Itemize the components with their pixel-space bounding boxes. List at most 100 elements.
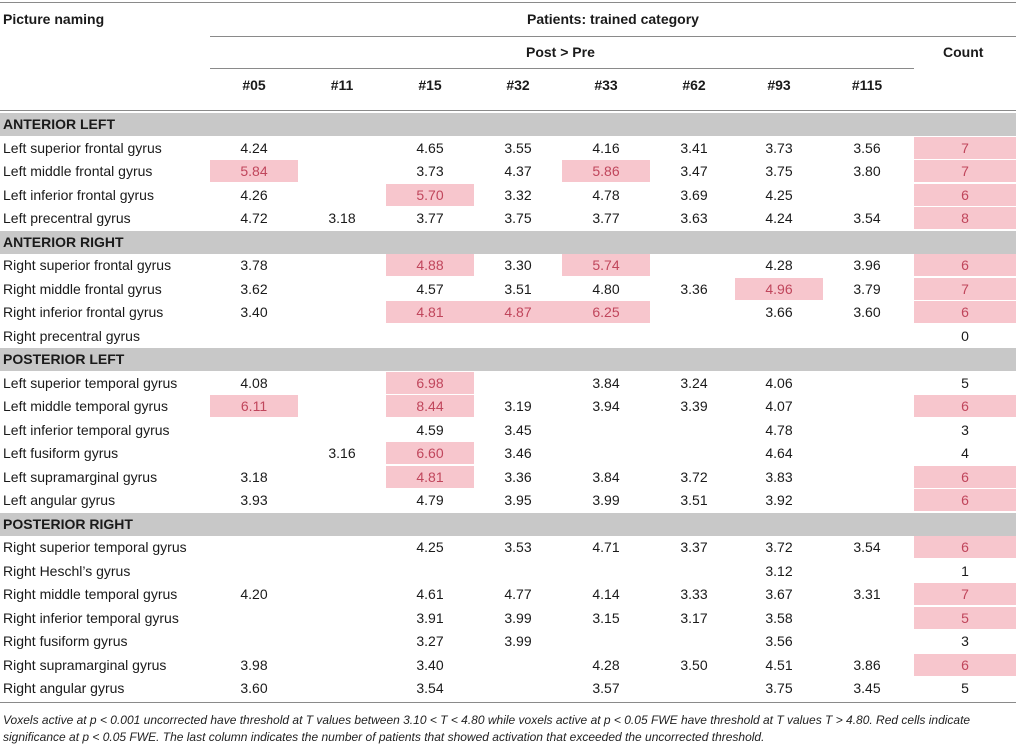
- corner-header: Picture naming: [3, 11, 105, 27]
- value-cell: 4.71: [592, 539, 620, 555]
- value-cell: 4.37: [504, 163, 532, 179]
- count-cell: 5: [961, 680, 969, 696]
- value-cell: 3.99: [504, 609, 532, 626]
- footnote: Voxels active at p < 0.001 uncorrected h…: [3, 713, 971, 744]
- region-label: Right fusiform gyrus: [3, 633, 128, 649]
- region-label: Right middle frontal gyrus: [3, 280, 162, 297]
- value-cell: 4.20: [240, 586, 268, 602]
- value-cell: [562, 325, 650, 347]
- value-cell: 5.84: [210, 160, 298, 182]
- value-cell: 3.36: [504, 468, 532, 485]
- value-cell: 4.81: [386, 465, 474, 488]
- value-cell: [210, 607, 298, 629]
- value-cell: [823, 395, 911, 417]
- value-cell: 3.72: [680, 468, 708, 485]
- value-cell: 3.18: [240, 468, 268, 485]
- value-cell: [298, 583, 386, 605]
- value-cell: 3.83: [765, 468, 793, 485]
- region-label: Left angular gyrus: [3, 492, 116, 508]
- value-cell: [474, 560, 562, 582]
- value-cell: 3.54: [416, 680, 444, 696]
- value-cell: [298, 654, 386, 676]
- subgroup-rule: [210, 68, 914, 69]
- region-label: Left fusiform gyrus: [3, 445, 119, 461]
- value-cell: 3.66: [765, 304, 793, 320]
- group-header: Patients: trained category: [527, 11, 699, 27]
- count-cell: 6: [914, 395, 1016, 417]
- table-row: Left superior frontal gyrus 4.24 4.65 3.55 4…: [0, 136, 1016, 160]
- value-cell: [298, 372, 386, 394]
- value-cell: [650, 301, 738, 323]
- table-row: Left inferior frontal gyrus 4.26 5.70 3.32 4…: [0, 183, 1016, 207]
- count-cell: 8: [914, 207, 1016, 229]
- value-cell: 3.41: [680, 139, 708, 156]
- value-cell: [650, 254, 738, 276]
- count-cell: 3: [961, 633, 969, 649]
- region-label: Left superior temporal gyrus: [3, 374, 178, 391]
- value-cell: 5.86: [562, 160, 650, 182]
- region-label: Left precentral gyrus: [3, 210, 131, 226]
- value-cell: 3.56: [765, 633, 793, 649]
- table-row: Right superior frontal gyrus 3.78 4.88 3.30…: [0, 254, 1016, 277]
- count-cell: 7: [914, 583, 1016, 605]
- value-cell: [298, 677, 386, 699]
- count-cell: 1: [961, 562, 969, 579]
- value-cell: 3.92: [765, 492, 793, 508]
- value-cell: 3.37: [680, 539, 708, 555]
- table-row: Right fusiform gyrus 3.27 3.99 3.56 3: [0, 630, 1016, 653]
- value-cell: [650, 560, 738, 582]
- value-cell: [474, 654, 562, 676]
- value-cell: 3.67: [765, 586, 793, 602]
- value-cell: 3.57: [592, 680, 620, 696]
- value-cell: 3.73: [416, 163, 444, 179]
- count-cell: 6: [914, 653, 1016, 676]
- count-cell: 4: [961, 445, 969, 461]
- value-cell: [298, 560, 386, 582]
- value-cell: [562, 442, 650, 464]
- value-cell: 3.54: [853, 210, 881, 226]
- value-cell: 3.18: [328, 210, 356, 226]
- count-header: Count: [943, 44, 984, 60]
- patient-header: #33: [594, 77, 618, 93]
- patient-header: #115: [851, 77, 883, 93]
- section-title: POSTERIOR RIGHT: [3, 515, 133, 532]
- value-cell: [823, 560, 911, 582]
- value-cell: [650, 419, 738, 441]
- value-cell: 4.88: [386, 254, 474, 276]
- value-cell: [386, 560, 474, 582]
- value-cell: [823, 489, 911, 511]
- value-cell: 4.28: [765, 257, 793, 273]
- region-label: Right supramarginal gyrus: [3, 656, 167, 673]
- count-cell: 6: [914, 536, 1016, 558]
- value-cell: [298, 607, 386, 629]
- count-cell: 5: [961, 374, 969, 391]
- value-cell: 3.19: [504, 398, 532, 414]
- table-row: Left fusiform gyrus 3.16 6.60 3.46 4.64 4: [0, 442, 1016, 465]
- patient-header: #15: [418, 77, 442, 93]
- value-cell: [210, 442, 298, 464]
- value-cell: 3.95: [504, 492, 532, 508]
- value-cell: 3.17: [680, 609, 708, 626]
- value-cell: 3.33: [680, 586, 708, 602]
- value-cell: [474, 372, 562, 394]
- value-cell: [823, 184, 911, 206]
- value-cell: [298, 419, 386, 441]
- region-label: Right inferior frontal gyrus: [3, 304, 164, 320]
- table-row: Right inferior temporal gyrus 3.91 3.99 3.1…: [0, 606, 1016, 630]
- value-cell: 3.36: [680, 280, 708, 297]
- value-cell: 3.60: [240, 680, 268, 696]
- value-cell: 4.78: [592, 186, 620, 203]
- bottom-rule: [0, 702, 1016, 703]
- count-cell: 6: [914, 254, 1016, 276]
- value-cell: 3.78: [240, 257, 268, 273]
- value-cell: 3.73: [765, 139, 793, 156]
- value-cell: 4.79: [416, 492, 444, 508]
- value-cell: 3.46: [504, 445, 532, 461]
- value-cell: 3.75: [765, 163, 793, 179]
- table-row: Right inferior frontal gyrus 3.40 4.81 4.87…: [0, 301, 1016, 324]
- value-cell: 3.45: [504, 421, 532, 438]
- table-row: Left middle frontal gyrus 5.84 3.73 4.37 5.8…: [0, 160, 1016, 183]
- count-cell: 7: [914, 277, 1016, 300]
- value-cell: 3.40: [240, 304, 268, 320]
- count-cell: 6: [914, 301, 1016, 323]
